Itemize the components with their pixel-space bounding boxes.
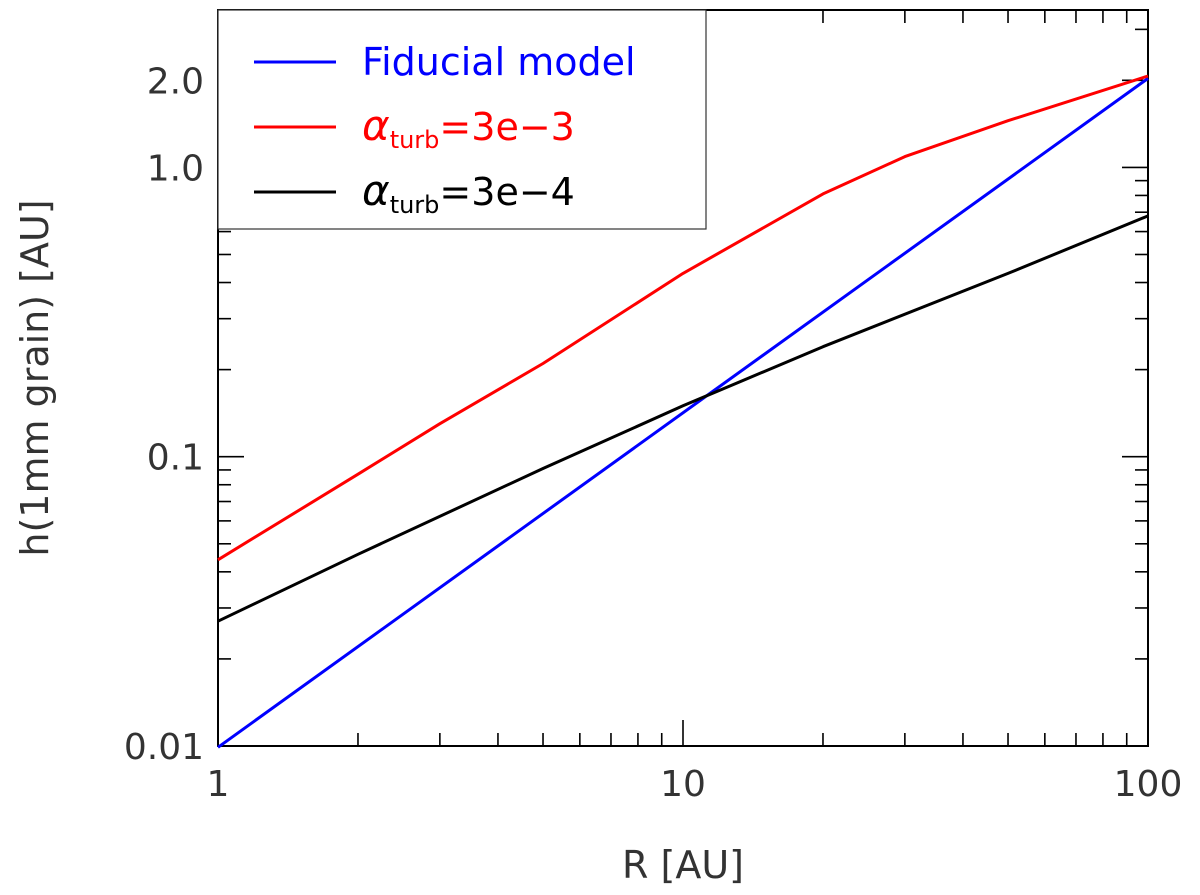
- legend-label-2: αturb=3e−3: [362, 101, 575, 154]
- legend-label-3: αturb=3e−4: [362, 166, 575, 219]
- tick-labels: 1 10 100 0.01 0.1 1.0 2.0: [124, 61, 1183, 805]
- series-line-2: [217, 74, 1149, 562]
- series-layer: [217, 74, 1149, 749]
- y-tick-label: 0.1: [147, 438, 204, 479]
- x-axis-title: R [AU]: [622, 843, 744, 887]
- y-tick-label: 0.01: [124, 727, 204, 768]
- legend-label-1: Fiducial model: [362, 40, 636, 84]
- y-tick-label: 1.0: [147, 148, 204, 189]
- x-tick-label: 100: [1114, 764, 1183, 805]
- series-line-1: [217, 77, 1149, 749]
- legend: Fiducial model αturb=3e−3 αturb=3e−4: [217, 9, 707, 230]
- series-line-3: [217, 214, 1149, 623]
- y-axis-title: h(1mm grain) [AU]: [13, 199, 57, 556]
- y-tick-label: 2.0: [147, 61, 204, 102]
- x-tick-label: 10: [660, 764, 706, 805]
- x-tick-label: 1: [207, 764, 230, 805]
